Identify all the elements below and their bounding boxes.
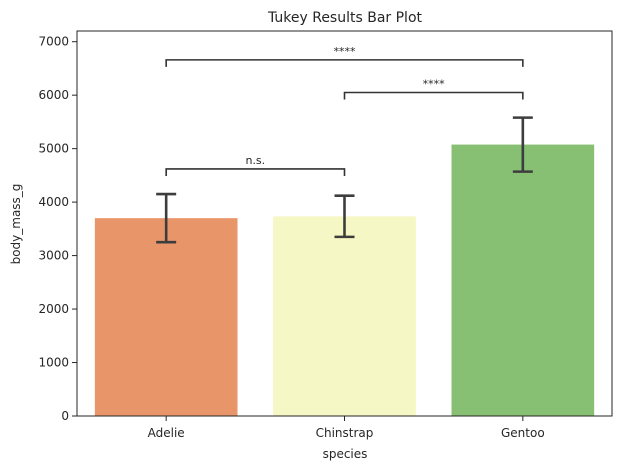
significance-label-2: **** [423, 77, 446, 90]
y-axis-label: body_mass_g [9, 184, 23, 265]
bar-gentoo [451, 144, 595, 416]
y-tick-label-6000: 6000 [38, 88, 69, 102]
significance-bracket-2 [343, 91, 524, 100]
y-tick-label-3000: 3000 [38, 249, 69, 263]
significance-bracket-3 [165, 59, 524, 67]
significance-bracket-1 [165, 168, 346, 176]
y-tick-label-4000: 4000 [38, 195, 69, 209]
significance-label-3: **** [334, 45, 357, 58]
x-tick-label-gentoo: Gentoo [501, 426, 545, 440]
y-tick-label-0: 0 [61, 409, 69, 423]
chart-title: Tukey Results Bar Plot [267, 10, 423, 26]
y-tick-label-7000: 7000 [38, 35, 69, 49]
bar-chinstrap [273, 216, 416, 416]
y-tick-label-1000: 1000 [38, 356, 69, 370]
y-tick-label-5000: 5000 [38, 142, 69, 156]
plot-area: n.s. **** **** 0 1000 2000 3000 4000 5000 6000 700… [38, 30, 613, 440]
significance-label-1: n.s. [245, 154, 265, 167]
x-axis-label: species [323, 447, 368, 461]
bar-adelie [94, 218, 238, 416]
x-tick-label-adelie: Adelie [148, 426, 185, 440]
x-tick-label-chinstrap: Chinstrap [316, 426, 374, 440]
y-tick-label-2000: 2000 [38, 302, 69, 316]
